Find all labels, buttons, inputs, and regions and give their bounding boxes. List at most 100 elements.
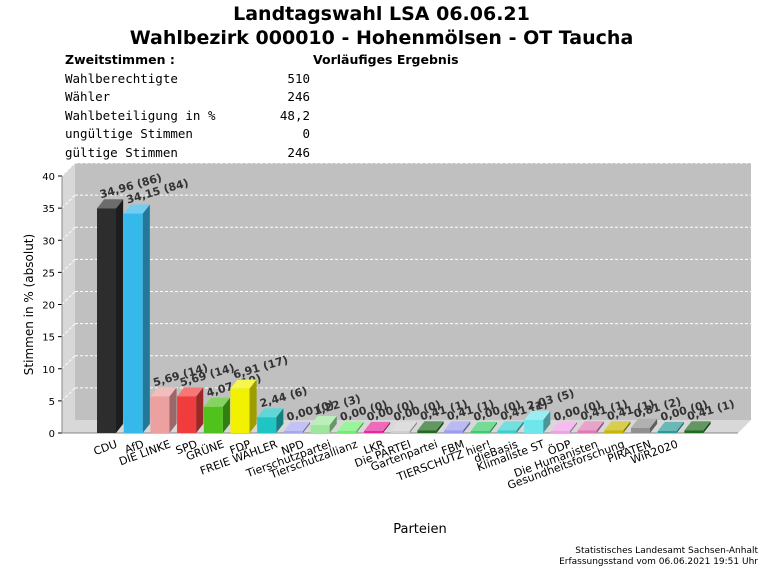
- bar-gesundheitsforschung: [604, 421, 631, 433]
- bar-side: [650, 418, 658, 433]
- bar-tierschutzallianz: [337, 421, 364, 433]
- bar-side: [116, 199, 124, 433]
- bar-afd: [123, 204, 150, 433]
- bar-front: [337, 431, 357, 433]
- stats-row: Wahlbeteiligung in % 48,2: [65, 108, 310, 126]
- bar-front: [684, 430, 704, 433]
- bar-side: [302, 421, 311, 433]
- bar-gr-ne: [203, 397, 230, 433]
- bar-top: [657, 421, 684, 431]
- stats-table: Zweitstimmen : Wahlberechtigte 510 Wähle…: [65, 52, 310, 163]
- bar-freie-w-hler: [257, 408, 284, 433]
- bar-unlabeled: [684, 421, 711, 433]
- y-tick-label: 40: [42, 172, 55, 183]
- stats-value: 510: [287, 71, 310, 86]
- bar-top: [631, 418, 658, 428]
- y-tick-label: 5: [49, 397, 55, 408]
- bar-top: [337, 421, 364, 431]
- bar-die-linke: [150, 387, 177, 433]
- gridline: [61, 355, 76, 370]
- bar-side: [703, 421, 711, 433]
- bar-front: [390, 431, 410, 433]
- bar-side: [142, 204, 150, 433]
- bar-top: [417, 421, 444, 431]
- bar-side: [569, 421, 578, 433]
- bar-klimaliste-st: [524, 410, 551, 433]
- bar-front: [283, 431, 303, 433]
- y-tick-label: 0: [49, 429, 55, 440]
- bar-side: [516, 421, 524, 433]
- bar-die-partei: [390, 421, 417, 433]
- bar-gartenpartei: [417, 421, 444, 433]
- bar-top: [177, 387, 204, 397]
- bar-spd: [177, 387, 204, 433]
- bar-side: [276, 408, 284, 433]
- bar-top: [310, 416, 337, 426]
- gridline: [61, 162, 76, 177]
- bar-side: [596, 421, 604, 433]
- bar-front: [444, 430, 464, 433]
- stats-value: 48,2: [279, 107, 310, 123]
- stats-label: Wahlberechtigte: [65, 71, 178, 86]
- bar-top: [283, 421, 311, 431]
- bar-top: [604, 421, 631, 431]
- gridline: [61, 291, 76, 305]
- y-tick-label: 15: [42, 333, 55, 344]
- bar-front: [417, 430, 437, 433]
- bar-front: [631, 427, 650, 433]
- y-tick-label: 10: [42, 365, 55, 376]
- result-status: Vorläufiges Ergebnis: [313, 52, 459, 67]
- x-tick-label: DIE LINKE: [117, 438, 172, 469]
- bar-top: [97, 199, 124, 209]
- chart-subtitle: Wahlbezirk 000010 - Hohenmölsen - OT Tau…: [129, 27, 634, 49]
- x-tick-label: CDU: [92, 438, 119, 458]
- bar-side: [543, 410, 551, 433]
- gridline: [61, 323, 76, 337]
- gridline: [61, 259, 76, 273]
- bar-front: [497, 430, 517, 433]
- bar-top: [684, 421, 711, 431]
- x-tick-label: AfD: [123, 438, 146, 457]
- y-tick-label: 30: [42, 236, 55, 247]
- bar-front: [604, 430, 624, 433]
- stats-value: 246: [287, 89, 310, 105]
- bar-front: [177, 396, 197, 433]
- bar-top: [550, 421, 578, 431]
- bar-front: [550, 431, 570, 433]
- bar-wir2020: [657, 421, 684, 433]
- bar-top: [257, 408, 284, 418]
- bar--dp: [550, 421, 578, 433]
- y-axis-title: Stimmen in % (absolut): [22, 234, 36, 375]
- bar-side: [436, 421, 444, 433]
- bar-side: [356, 421, 364, 433]
- stats-value: 0: [302, 126, 310, 142]
- bar-fbm: [444, 421, 471, 433]
- bar-side: [489, 421, 497, 433]
- bar-top: [444, 421, 471, 431]
- gridline: [61, 194, 76, 209]
- bar-top: [364, 421, 391, 431]
- stats-row: gültige Stimmen 246: [65, 145, 310, 163]
- y-tick-label: 35: [42, 204, 55, 215]
- bar-top: [150, 387, 177, 397]
- bar-top: [390, 421, 417, 431]
- bar-tierschutzpartei: [310, 416, 337, 433]
- y-tick-label: 25: [42, 268, 55, 279]
- x-axis-title: Parteien: [393, 522, 447, 537]
- bar-front: [203, 406, 223, 433]
- bar-side: [463, 421, 471, 433]
- bar-side: [409, 421, 417, 433]
- bar-side: [196, 387, 204, 433]
- bar-side: [169, 387, 177, 433]
- chart-title: Landtagswahl LSA 06.06.21: [233, 3, 530, 25]
- stats-label: ungültige Stimmen: [65, 126, 193, 142]
- bar-diebasis: [497, 421, 524, 433]
- stats-label: Wahlbeteiligung in %: [65, 107, 216, 123]
- bar-top: [123, 204, 150, 214]
- bar-front: [657, 431, 677, 433]
- footer-timestamp: Erfassungsstand vom 06.06.2021 19:51 Uhr: [559, 557, 758, 567]
- bar-lkr: [364, 421, 391, 433]
- y-tick-label: 20: [42, 301, 55, 312]
- bar-front: [150, 396, 170, 433]
- bar-front: [123, 213, 143, 433]
